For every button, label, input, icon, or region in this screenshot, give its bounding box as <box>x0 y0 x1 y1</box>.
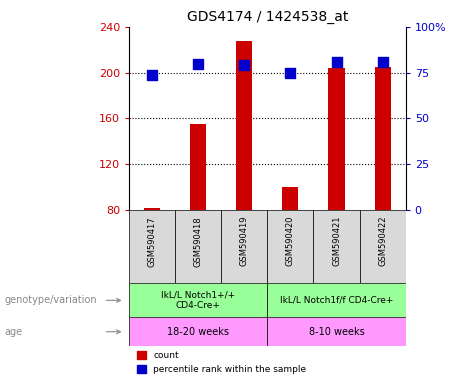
Bar <box>267 317 406 346</box>
Text: genotype/variation: genotype/variation <box>5 295 97 305</box>
Bar <box>267 210 313 283</box>
Bar <box>313 210 360 283</box>
Text: GSM590419: GSM590419 <box>240 216 249 266</box>
Bar <box>374 67 390 210</box>
Bar <box>267 283 406 317</box>
Bar <box>360 210 406 283</box>
Point <box>148 71 156 78</box>
Text: 18-20 weeks: 18-20 weeks <box>167 327 229 337</box>
Bar <box>129 317 267 346</box>
Title: GDS4174 / 1424538_at: GDS4174 / 1424538_at <box>187 10 348 25</box>
Point <box>287 70 294 76</box>
Bar <box>129 283 267 317</box>
Bar <box>129 210 175 283</box>
Bar <box>175 210 221 283</box>
Text: 8-10 weeks: 8-10 weeks <box>309 327 364 337</box>
Bar <box>221 210 267 283</box>
Text: GSM590421: GSM590421 <box>332 216 341 266</box>
Point <box>195 60 202 66</box>
Point <box>379 59 386 65</box>
Text: GSM590420: GSM590420 <box>286 216 295 266</box>
Text: IkL/L Notch1f/f CD4-Cre+: IkL/L Notch1f/f CD4-Cre+ <box>280 296 393 305</box>
Bar <box>236 41 253 210</box>
Point <box>333 59 340 65</box>
Bar <box>190 124 207 210</box>
Text: GSM590417: GSM590417 <box>148 216 157 266</box>
Text: GSM590422: GSM590422 <box>378 216 387 266</box>
Text: IkL/L Notch1+/+
CD4-Cre+: IkL/L Notch1+/+ CD4-Cre+ <box>161 291 235 310</box>
Point <box>241 62 248 68</box>
Text: GSM590418: GSM590418 <box>194 216 203 266</box>
Bar <box>328 68 345 210</box>
Text: age: age <box>5 327 23 337</box>
Bar <box>282 187 299 210</box>
Bar <box>144 208 160 210</box>
Legend: count, percentile rank within the sample: count, percentile rank within the sample <box>134 347 310 377</box>
